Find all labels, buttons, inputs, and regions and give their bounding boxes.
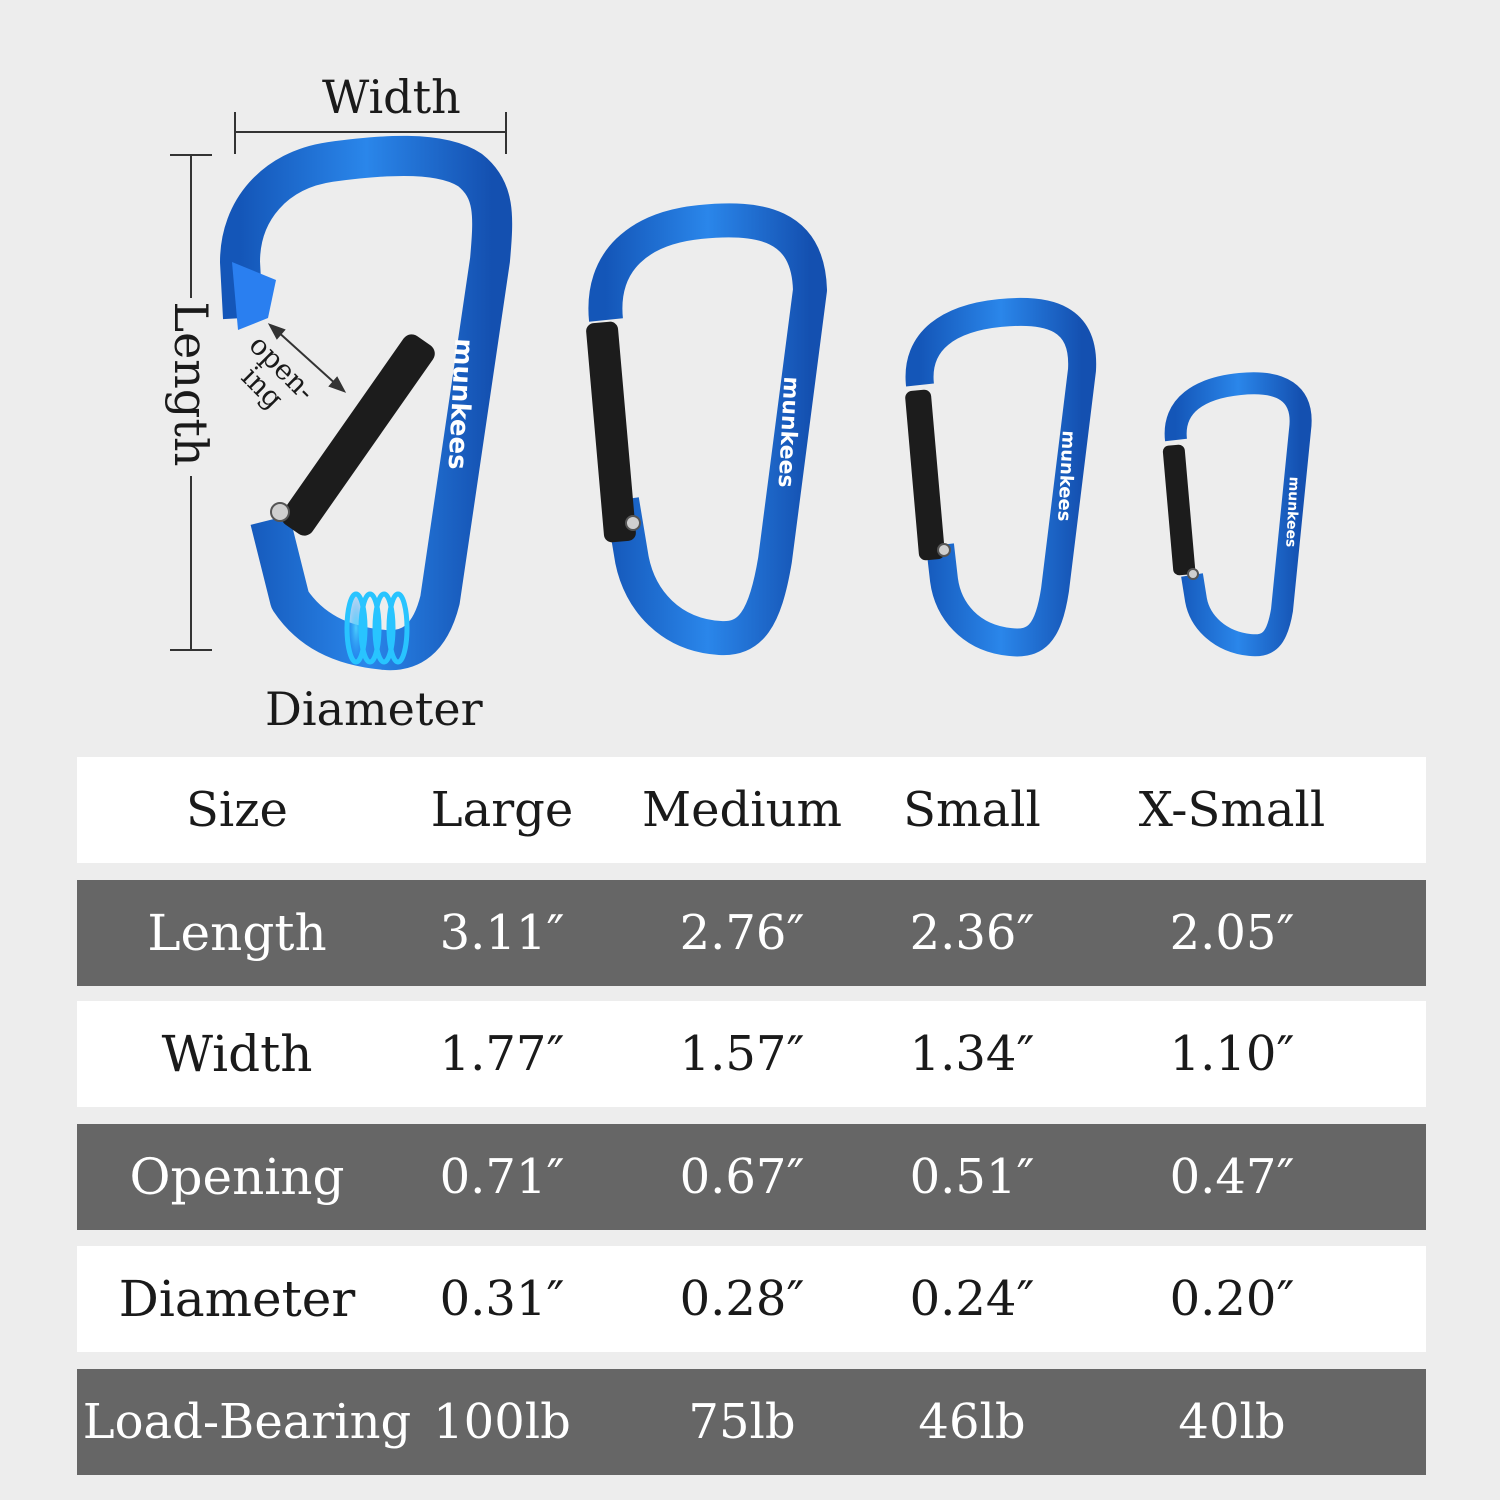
table-cell: 46lb	[918, 1394, 1026, 1450]
table-cell: 3.11″	[439, 905, 565, 961]
header-cell-large: Large	[430, 782, 574, 838]
row-label: Load-Bearing	[82, 1394, 412, 1450]
table-cell: 1.77″	[439, 1026, 565, 1082]
table-cell: 1.57″	[679, 1026, 805, 1082]
table-cell: 40lb	[1178, 1394, 1286, 1450]
table-cell: 0.51″	[909, 1149, 1035, 1205]
table-cell: 100lb	[433, 1394, 571, 1450]
carabiner-small	[905, 297, 1097, 657]
carabiner-graphics	[170, 112, 1312, 671]
table-cell: 2.05″	[1169, 905, 1295, 961]
table-row-width: Width 1.77″ 1.57″ 1.34″ 1.10″	[77, 1001, 1426, 1107]
table-cell: 0.24″	[909, 1271, 1035, 1327]
table-cell: 75lb	[688, 1394, 796, 1450]
row-label: Length	[147, 904, 327, 962]
table-cell: 0.20″	[1169, 1271, 1295, 1327]
row-label: Width	[161, 1025, 313, 1083]
table-cell: 0.31″	[439, 1271, 565, 1327]
table-header-row: Size Large Medium Small X-Small	[77, 757, 1426, 863]
length-label: Length	[164, 301, 218, 467]
table-cell: 1.34″	[909, 1026, 1035, 1082]
header-cell-medium: Medium	[641, 782, 843, 838]
header-cell-xsmall: X-Small	[1138, 782, 1326, 838]
table-cell: 0.71″	[439, 1149, 565, 1205]
header-cell-small: Small	[903, 782, 1041, 838]
carabiner-large	[220, 135, 513, 671]
diameter-label: Diameter	[265, 682, 483, 736]
table-cell: 0.28″	[679, 1271, 805, 1327]
table-cell: 1.10″	[1169, 1026, 1295, 1082]
table-row-load-bearing: Load-Bearing 100lb 75lb 46lb 40lb	[77, 1369, 1426, 1475]
opening-arrow	[267, 323, 347, 393]
table-row-length: Length 3.11″ 2.76″ 2.36″ 2.05″	[77, 880, 1426, 986]
table-cell: 2.36″	[909, 905, 1035, 961]
carabiner-illustration: Width Length open- ing Diameter munkees …	[0, 0, 1500, 740]
header-cell-size: Size	[186, 782, 288, 838]
width-label: Width	[322, 70, 461, 124]
row-label: Diameter	[118, 1270, 356, 1328]
width-dimension-line	[234, 112, 507, 154]
carabiner-xsmall	[1162, 372, 1312, 657]
table-cell: 2.76″	[679, 905, 805, 961]
table-cell: 0.47″	[1169, 1149, 1295, 1205]
table-cell: 0.67″	[679, 1149, 805, 1205]
diameter-highlight-rings	[344, 591, 410, 665]
table-row-diameter: Diameter 0.31″ 0.28″ 0.24″ 0.20″	[77, 1246, 1426, 1352]
row-label: Opening	[129, 1148, 345, 1206]
length-dimension-line	[170, 154, 212, 651]
table-row-opening: Opening 0.71″ 0.67″ 0.51″ 0.47″	[77, 1124, 1426, 1230]
carabiner-medium	[586, 203, 827, 656]
